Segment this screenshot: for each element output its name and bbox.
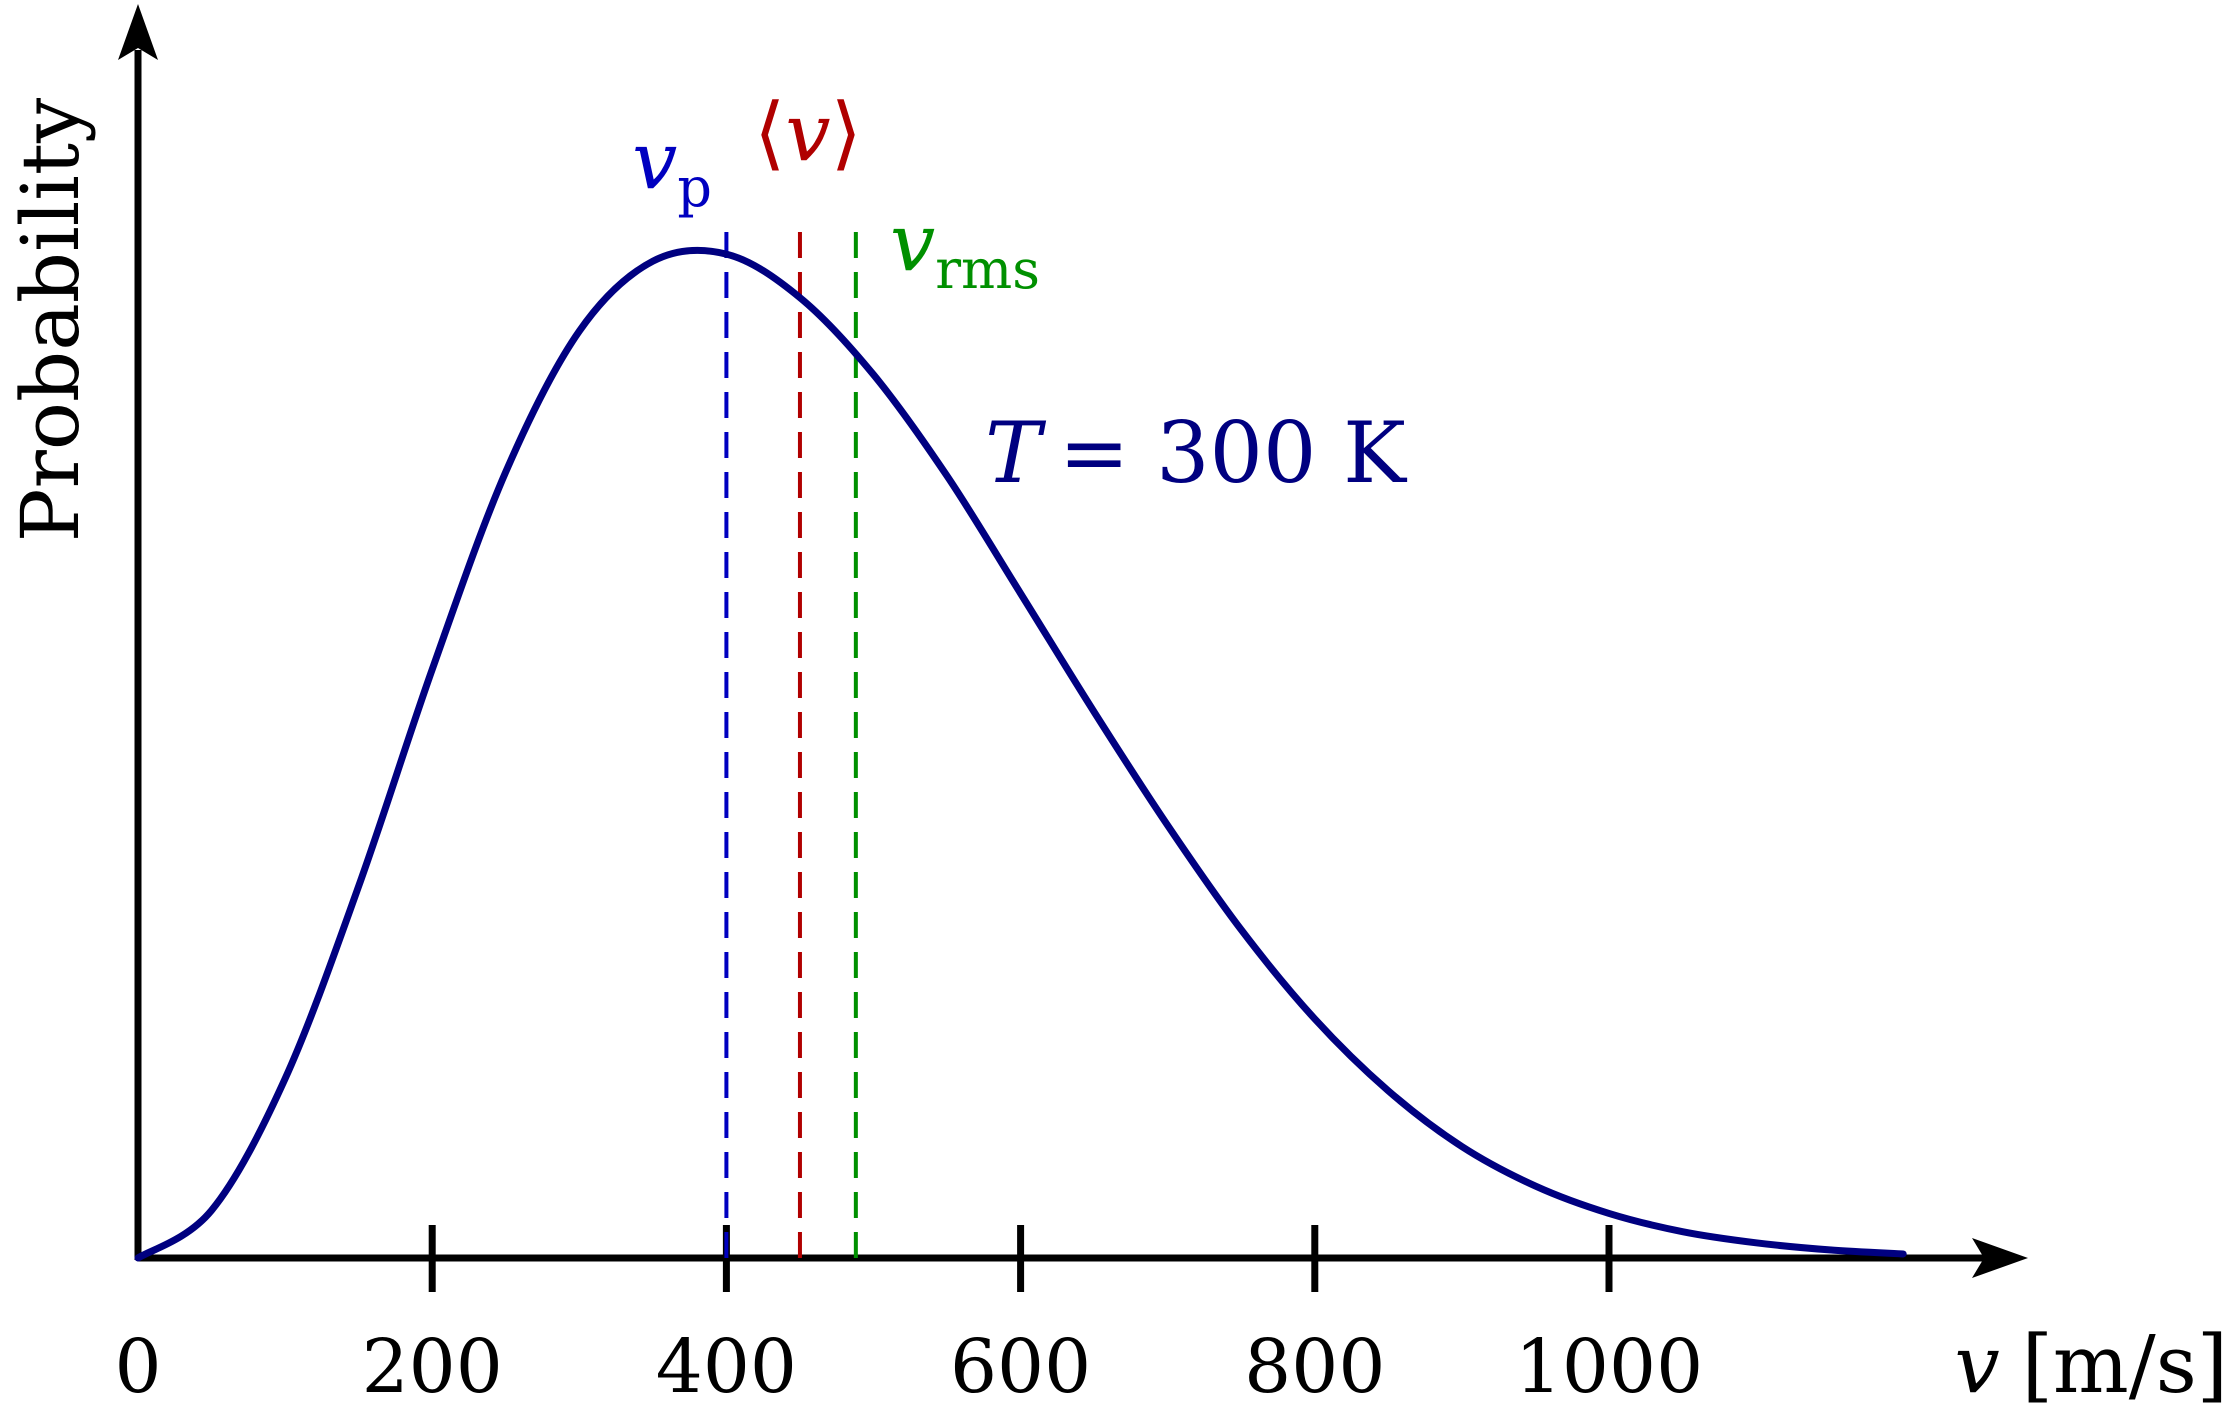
marker-label-vavg: ⟨v⟩ [754, 86, 862, 179]
temperature-value: = 300 K [1059, 404, 1408, 502]
x-tick-label-1000: 1000 [1515, 1324, 1703, 1410]
temperature-variable: T [985, 404, 1047, 502]
x-tick-label-400: 400 [656, 1324, 797, 1410]
x-tick-label-800: 800 [1244, 1324, 1385, 1410]
x-tick-label-200: 200 [362, 1324, 503, 1410]
distribution-curve [134, 246, 1907, 1262]
marker-label-vrms: vrms [890, 196, 1040, 301]
temperature-label: T = 300 K [985, 404, 1408, 502]
x-tick-label-600: 600 [950, 1324, 1091, 1410]
x-tick-label-0: 0 [114, 1324, 161, 1410]
x-ticks: 0 200 400 600 800 1000 [114, 1225, 1703, 1410]
x-axis-label: v [m/s] [1955, 1318, 2229, 1411]
x-axis-arrow [1972, 1238, 2028, 1278]
speed-markers: vp ⟨v⟩ vrms [632, 86, 1040, 1258]
y-axis-label: Probability [4, 98, 97, 542]
marker-label-vp: vp [632, 114, 712, 219]
x-axis-variable: v [1955, 1318, 2000, 1411]
x-axis-unit: [m/s] [2022, 1318, 2228, 1411]
y-axis-arrow [118, 4, 158, 60]
